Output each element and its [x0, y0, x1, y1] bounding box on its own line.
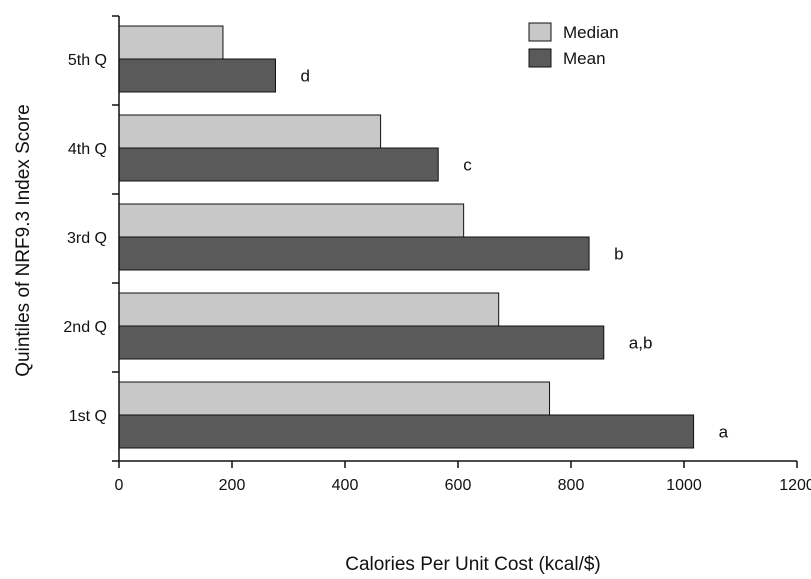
- bar-mean-5: [118, 58, 277, 93]
- annotation-label: a,b: [629, 334, 653, 353]
- x-axis-title: Calories Per Unit Cost (kcal/$): [345, 554, 601, 575]
- legend-label-median: Median: [563, 23, 619, 42]
- bar-mean-2: [118, 325, 605, 360]
- legend-label-mean: Mean: [563, 49, 606, 68]
- legend-swatch-mean: [528, 48, 552, 68]
- y-ticks-group: 1st Q 2nd Q 3rd Q 4th Q 5th Q: [63, 15, 119, 462]
- x-tick-label: 1000: [666, 477, 702, 494]
- x-tick-label: 0: [115, 477, 124, 494]
- x-tick-label: 800: [558, 477, 585, 494]
- x-tick-label: 600: [445, 477, 472, 494]
- bar-median-3: [118, 203, 465, 238]
- y-axis-title: Quintiles of NRF9.3 Index Score: [13, 104, 34, 376]
- bar-median-1: [118, 381, 551, 416]
- x-tick-label: 1200: [779, 477, 811, 494]
- annotation-label: b: [614, 245, 623, 264]
- annotation-label: c: [463, 156, 472, 175]
- x-tick-label: 200: [219, 477, 246, 494]
- legend: Median Mean: [528, 22, 619, 68]
- y-tick-label: 3rd Q: [67, 230, 107, 247]
- bar-mean-4: [118, 147, 439, 182]
- y-tick-label: 5th Q: [68, 52, 107, 69]
- bars-group: [118, 25, 695, 449]
- legend-swatch-median: [528, 22, 552, 42]
- x-ticks-group: 0 200 400 600 800 1000 1200: [115, 461, 811, 494]
- annotation-label: d: [301, 67, 310, 86]
- y-tick-label: 1st Q: [69, 408, 107, 425]
- bar-mean-3: [118, 236, 590, 271]
- y-tick-label: 2nd Q: [63, 319, 107, 336]
- x-tick-label: 400: [332, 477, 359, 494]
- bar-median-4: [118, 114, 382, 149]
- bar-median-2: [118, 292, 500, 327]
- annotation-label: a: [719, 423, 729, 442]
- annotations-group: a a,b b c d: [301, 67, 729, 442]
- bar-median-5: [118, 25, 224, 60]
- bar-mean-1: [118, 414, 695, 449]
- y-tick-label: 4th Q: [68, 141, 107, 158]
